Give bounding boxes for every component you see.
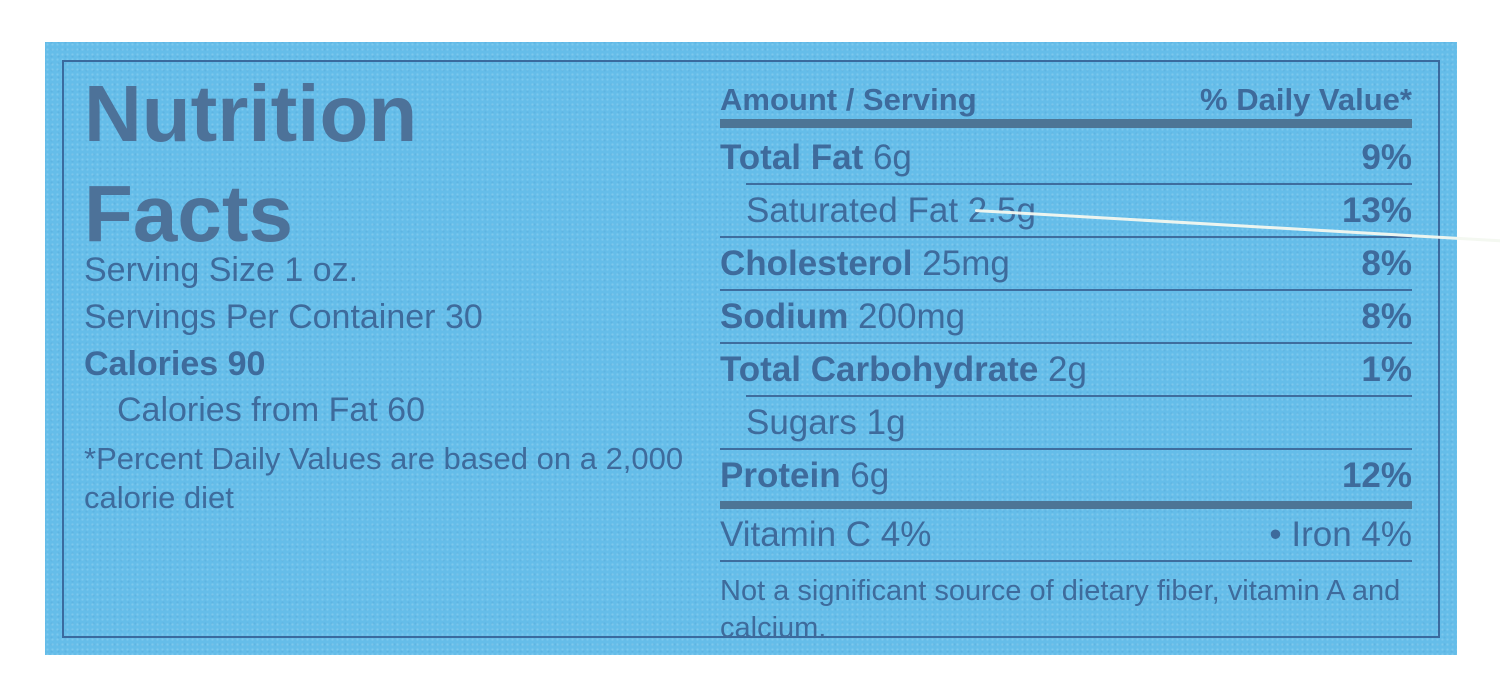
- nutrient-name: Cholesterol 25mg: [720, 244, 1010, 284]
- nutrient-daily-value: 8%: [1361, 296, 1412, 336]
- nutrient-daily-value: 13%: [1341, 190, 1412, 230]
- nutrition-label: Nutrition Facts Serving Size 1 oz. Servi…: [45, 42, 1500, 655]
- nutrient-name: Sugars 1g: [746, 403, 906, 443]
- calories-from-fat-text: Calories from Fat 60: [117, 391, 425, 429]
- label-title-line2: Facts: [84, 169, 293, 258]
- disclaimer-text: Not a significant source of dietary fibe…: [720, 575, 1401, 644]
- nutrient-daily-value: 9%: [1361, 137, 1412, 177]
- serving-size-text: Serving Size 1 oz.: [84, 251, 359, 289]
- nutrient-row-total-fat: Total Fat 6g 9%: [720, 132, 1412, 183]
- label-title: Nutrition Facts: [84, 64, 720, 264]
- vitamin-c-text: Vitamin C 4%: [720, 514, 932, 554]
- nutrient-name: Total Fat 6g: [720, 138, 912, 178]
- iron-text: • Iron 4%: [1269, 514, 1412, 554]
- row-divider: [720, 342, 1412, 344]
- nutrient-amount: 2g: [1038, 349, 1087, 389]
- nutrient-label: Total Carbohydrate: [720, 349, 1039, 389]
- nutrient-daily-value: 8%: [1361, 243, 1412, 283]
- header-rule: [720, 119, 1412, 128]
- nutrient-amount: 6g: [840, 455, 890, 495]
- row-divider: [720, 501, 1412, 509]
- nutrient-amount: 200mg: [848, 296, 966, 336]
- label-border: Nutrition Facts Serving Size 1 oz. Servi…: [62, 60, 1440, 644]
- nutrient-daily-value: 1%: [1361, 349, 1412, 389]
- daily-value-header: % Daily Value*: [1200, 82, 1412, 117]
- nutrient-amount: 25mg: [912, 243, 1010, 283]
- nutrient-row-protein: Protein 6g 12%: [720, 450, 1412, 501]
- nutrient-label: Saturated Fat: [746, 190, 959, 230]
- label-left-column: Nutrition Facts Serving Size 1 oz. Servi…: [84, 62, 720, 515]
- row-divider: [746, 183, 1412, 185]
- nutrient-amount: 6g: [863, 137, 912, 177]
- vitamin-row: Vitamin C 4% • Iron 4%: [720, 509, 1412, 560]
- nutrient-daily-value: 12%: [1341, 455, 1412, 495]
- nutrient-rows: Total Fat 6g 9% Saturated Fat 2.5g 13% Chole…: [720, 132, 1412, 647]
- nutrient-row-sugars: Sugars 1g: [720, 397, 1412, 448]
- row-divider: [720, 289, 1412, 291]
- nutrient-name: Total Carbohydrate 2g: [720, 350, 1087, 390]
- label-title-line1: Nutrition: [84, 69, 418, 158]
- servings-per-container-text: Servings Per Container 30: [84, 298, 483, 336]
- table-header: Amount / Serving % Daily Value*: [720, 82, 1412, 118]
- nutrient-label: Cholesterol: [720, 243, 913, 283]
- daily-value-footnote: *Percent Daily Values are based on a 2,0…: [84, 439, 732, 517]
- nutrient-row-cholesterol: Cholesterol 25mg 8%: [720, 238, 1412, 289]
- nutrient-name: Sodium 200mg: [720, 297, 965, 337]
- row-divider: [720, 236, 1412, 238]
- nutrient-label: Total Fat: [720, 137, 864, 177]
- footnote-line1: *Percent Daily Values are based on a 2,0…: [84, 441, 684, 476]
- calories-text: Calories 90: [84, 345, 266, 383]
- row-divider: [720, 448, 1412, 450]
- nutrient-label: Sodium: [720, 296, 849, 336]
- vitamin-row-divider: [720, 560, 1412, 562]
- nutrient-amount: 1g: [856, 402, 906, 442]
- nutrient-label: Protein: [720, 455, 841, 495]
- footnote-line2: calorie diet: [84, 480, 234, 515]
- amount-serving-header: Amount / Serving: [720, 82, 977, 117]
- nutrient-row-total-carbohydrate: Total Carbohydrate 2g 1%: [720, 344, 1412, 395]
- nutrient-name: Protein 6g: [720, 456, 889, 496]
- row-divider: [746, 395, 1412, 397]
- nutrient-row-sodium: Sodium 200mg 8%: [720, 291, 1412, 342]
- nutrient-label: Sugars: [746, 402, 857, 442]
